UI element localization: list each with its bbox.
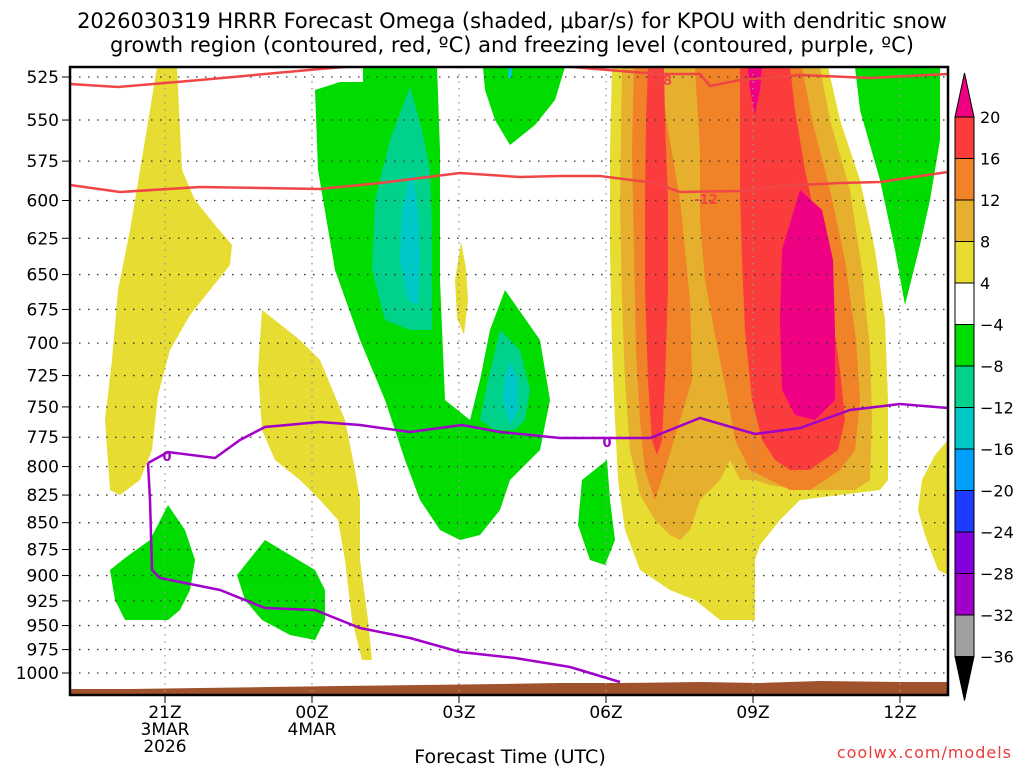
chart-title-line-2: growth region (contoured, red, ºC) and f… xyxy=(110,33,914,57)
contour-lines: -12 18 0 0 xyxy=(70,67,948,684)
omega-shade-region xyxy=(780,190,835,420)
colorbar-box xyxy=(954,573,975,616)
omega-shade-region xyxy=(483,67,565,145)
dgz-label-minus12: -12 xyxy=(694,193,718,208)
y-tick-label: 675 xyxy=(27,300,59,320)
omega-shade-region xyxy=(508,67,512,78)
freezing-level-contour-lower xyxy=(146,462,621,684)
colorbar-tick-label: 8 xyxy=(980,233,990,252)
colorbar-tick-label: −20 xyxy=(980,482,1014,501)
x-tick-label: 4MAR xyxy=(288,720,337,740)
omega-shade-region xyxy=(918,440,948,575)
y-tick-label: 825 xyxy=(27,486,59,506)
y-tick-label: 600 xyxy=(27,192,59,212)
x-tick-label: 09Z xyxy=(736,703,769,723)
colorbar-box xyxy=(954,531,975,574)
y-tick-label: 750 xyxy=(27,398,59,418)
y-tick-label: 700 xyxy=(27,334,59,354)
colorbar-box xyxy=(954,241,975,284)
omega-shade-region xyxy=(105,67,232,495)
freezing-level-contour-upper xyxy=(147,402,948,465)
omega-shade-region xyxy=(855,67,940,305)
x-tick-label: 3MAR xyxy=(141,720,190,740)
y-tick-label: 925 xyxy=(27,592,59,612)
dgz-label-upper: 18 xyxy=(654,74,672,89)
terrain-fill xyxy=(70,681,948,695)
y-tick-label: 975 xyxy=(27,641,59,661)
plot-frame xyxy=(68,65,950,697)
colorbar-box xyxy=(954,614,975,657)
colorbar-tick-label: 12 xyxy=(980,191,1000,210)
omega-shade-region xyxy=(258,310,372,660)
omega-shade-region xyxy=(237,540,325,640)
x-tick-label: 03Z xyxy=(442,703,475,723)
colorbar-tick-label: −36 xyxy=(980,648,1014,667)
y-tick-label: 950 xyxy=(27,617,59,637)
y-tick-label: 800 xyxy=(27,458,59,478)
dgz-contour-lower xyxy=(70,170,948,194)
y-tick-label: 575 xyxy=(27,152,59,172)
omega-shading xyxy=(105,67,948,660)
colorbar-tick-label: −24 xyxy=(980,523,1014,542)
colorbar-box xyxy=(954,282,975,325)
colorbar-box xyxy=(954,158,975,201)
colorbar-tick-label: 20 xyxy=(980,108,1000,127)
omega-shade-region xyxy=(645,67,668,455)
omega-shade-region xyxy=(578,460,615,565)
colorbar-tick-label: 16 xyxy=(980,150,1000,169)
y-tick-label: 875 xyxy=(27,540,59,560)
colorbar-box xyxy=(954,324,975,367)
colorbar-tick-label: −32 xyxy=(980,606,1014,625)
y-tick-label: 625 xyxy=(27,229,59,249)
colorbar-box xyxy=(954,199,975,242)
y-tick-label: 775 xyxy=(27,428,59,448)
x-axis-label: Forecast Time (UTC) xyxy=(414,746,605,768)
colorbar-tick-label: −4 xyxy=(980,316,1004,335)
y-tick-label: 650 xyxy=(27,266,59,286)
colorbar-tick-label: −12 xyxy=(980,399,1014,418)
x-tick-label: 21Z xyxy=(148,703,181,723)
plot-area: -12 18 0 0 xyxy=(68,65,950,697)
colorbar-tick-label: −16 xyxy=(980,440,1014,459)
y-tick-label: 900 xyxy=(27,567,59,587)
omega-shade-region xyxy=(400,170,420,305)
x-tick-label: 12Z xyxy=(883,703,916,723)
chart-title-line-1: 2026030319 HRRR Forecast Omega (shaded, … xyxy=(77,9,947,33)
freezing-level-label: 0 xyxy=(602,436,611,451)
x-tick-label: 06Z xyxy=(589,703,622,723)
colorbar-box xyxy=(954,365,975,408)
colorbar-over-arrow xyxy=(954,72,975,118)
colorbar-tick-label: −28 xyxy=(980,565,1014,584)
dgz-contour-top xyxy=(600,67,661,72)
colorbar-tick-label: 4 xyxy=(980,274,990,293)
y-tick-label: 1000 xyxy=(16,664,59,684)
colorbar-tick-label: −8 xyxy=(980,357,1004,376)
colorbar: 20 16 12 8 4 −4 −8 −12 −16 −20 −24 −28 −32 −36 xyxy=(954,72,1014,701)
y-tick-label: 525 xyxy=(27,68,59,88)
freezing-level-label: 0 xyxy=(162,450,171,465)
y-tick-label: 850 xyxy=(27,514,59,534)
credit-text: coolwx.com/models xyxy=(837,743,1012,762)
colorbar-box xyxy=(954,448,975,491)
x-tick-label: 00Z xyxy=(295,703,328,723)
y-tick-label: 550 xyxy=(27,111,59,131)
colorbar-under-arrow xyxy=(954,656,975,701)
omega-shade-region xyxy=(455,242,468,335)
y-axis: 525 550 575 600 625 650 675 700 725 750 775 800 825 8… xyxy=(16,68,70,684)
y-tick-label: 725 xyxy=(27,367,59,387)
colorbar-box xyxy=(954,407,975,450)
terrain xyxy=(70,681,948,695)
x-tick-label: 2026 xyxy=(143,737,186,757)
colorbar-box xyxy=(954,116,975,159)
colorbar-box xyxy=(954,490,975,533)
omega-shade-region xyxy=(503,362,518,425)
dgz-contour-upper xyxy=(70,67,948,89)
